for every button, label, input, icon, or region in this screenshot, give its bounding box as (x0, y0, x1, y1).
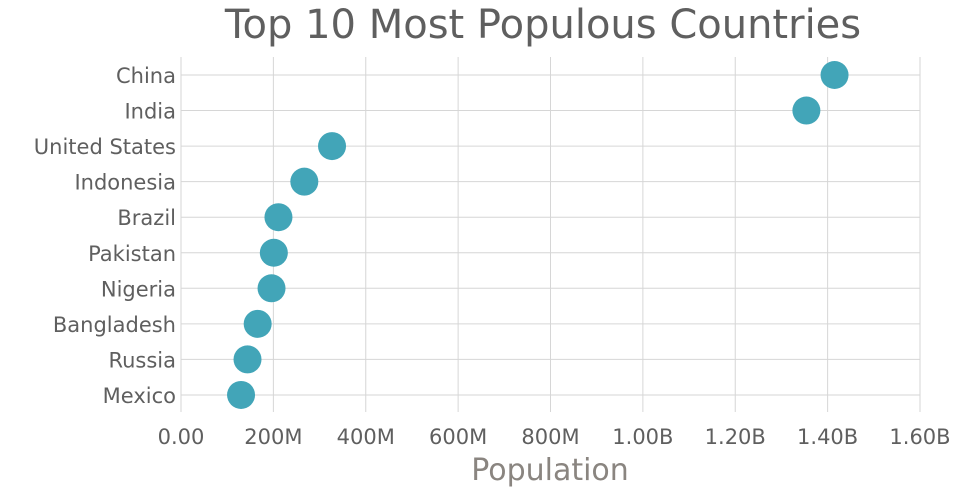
y-tick-label: Nigeria (101, 277, 176, 301)
x-tick-label: 1.60B (889, 425, 950, 449)
x-tick-label: 0.00 (158, 425, 205, 449)
x-tick-label: 200M (244, 425, 302, 449)
data-points (227, 61, 849, 409)
data-point (792, 96, 821, 125)
data-point (227, 380, 256, 409)
data-point (290, 167, 319, 196)
chart-title: Top 10 Most Populous Countries (224, 2, 861, 48)
x-tick-label: 400M (337, 425, 395, 449)
y-tick-label: Brazil (117, 206, 176, 230)
y-tick-label: Pakistan (88, 242, 176, 266)
x-tick-label: 1.20B (705, 425, 766, 449)
y-tick-label: Indonesia (74, 171, 176, 195)
data-point (259, 238, 288, 267)
x-tick-label: 600M (429, 425, 487, 449)
y-tick-label: India (124, 100, 176, 124)
y-axis-tick-labels: China India United States Indonesia Brazil Pa… (34, 64, 176, 408)
y-tick-label: Russia (108, 348, 176, 372)
x-axis-tick-labels: 0.00 200M 400M 600M 800M 1.00B 1.20B 1.40B 1.60B (158, 425, 951, 449)
x-tick-label: 800M (521, 425, 579, 449)
y-tick-label: Mexico (103, 384, 176, 408)
data-point (257, 274, 286, 303)
data-point (264, 203, 293, 232)
y-tick-label: China (116, 64, 176, 88)
grid-lines (180, 57, 921, 412)
y-tick-label: Bangladesh (53, 313, 176, 337)
y-tick-label: United States (34, 135, 176, 159)
data-point (233, 345, 262, 374)
x-tick-label: 1.40B (797, 425, 858, 449)
x-axis-title: Population (471, 453, 629, 488)
data-point (318, 132, 347, 161)
data-point (243, 309, 272, 338)
x-tick-label: 1.00B (612, 425, 673, 449)
data-point (820, 61, 849, 89)
